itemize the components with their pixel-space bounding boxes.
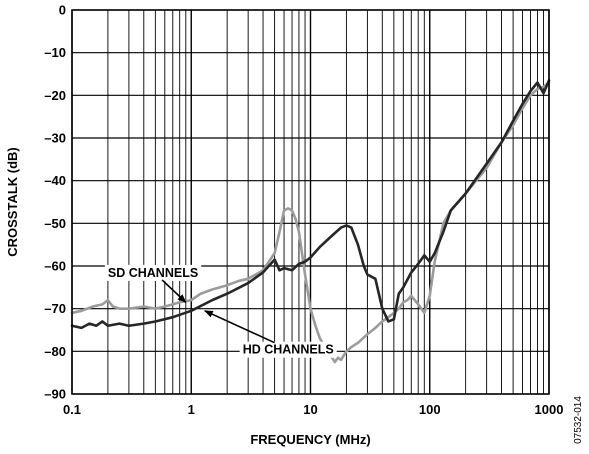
annotation-background	[239, 341, 337, 358]
y-axis-label: CROSSTALK (dB)	[5, 147, 20, 257]
y-tick-label: –10	[44, 45, 66, 60]
y-tick-label: –50	[44, 216, 66, 231]
annotation-arrow	[161, 279, 187, 303]
y-tick-label: –40	[44, 173, 66, 188]
x-tick-label: 1	[188, 402, 195, 417]
annotation-arrow	[203, 310, 275, 344]
x-tick-label: 10	[303, 402, 317, 417]
annotation-background	[104, 264, 202, 281]
plot-frame	[71, 9, 550, 395]
y-tick-label: –20	[44, 88, 66, 103]
x-tick-label: 100	[419, 402, 441, 417]
figure-id: 07532-014	[573, 396, 584, 444]
y-tick-label: 0	[59, 3, 66, 18]
annotation-label: SD CHANNELS	[108, 266, 198, 280]
y-tick-label: –30	[44, 131, 66, 146]
x-tick-label: 0.1	[63, 402, 81, 417]
y-tick-label: –60	[44, 259, 66, 274]
x-axis-label: FREQUENCY (MHz)	[250, 432, 370, 447]
tick-labels: 0 –10 –20 –30 –40 –50 –60 –70 –80 –900.1 1 10 100 100…	[44, 3, 563, 418]
grid	[71, 9, 550, 395]
y-tick-label: –80	[44, 344, 66, 359]
annotation-label: HD CHANNELS	[243, 343, 334, 357]
y-tick-label: –90	[44, 387, 66, 402]
series-line-hd-channels	[70, 79, 551, 330]
y-tick-label: –70	[44, 301, 66, 316]
x-tick-label: 1000	[535, 402, 564, 417]
annotations: SD CHANNELS HD CHANNELS	[104, 264, 337, 358]
